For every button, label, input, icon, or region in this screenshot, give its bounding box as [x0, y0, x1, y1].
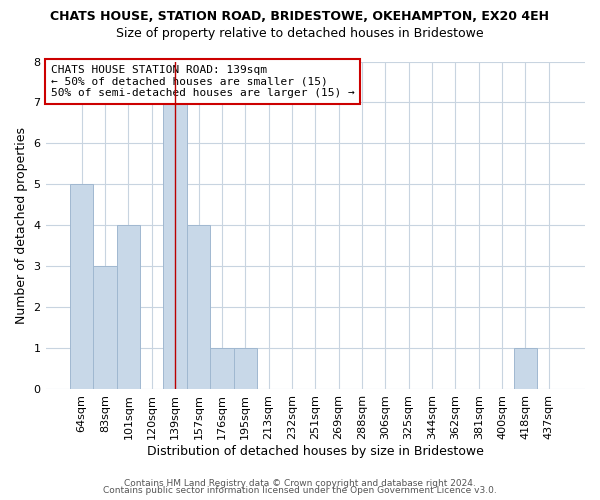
Text: CHATS HOUSE, STATION ROAD, BRIDESTOWE, OKEHAMPTON, EX20 4EH: CHATS HOUSE, STATION ROAD, BRIDESTOWE, O…: [50, 10, 550, 23]
Text: CHATS HOUSE STATION ROAD: 139sqm
← 50% of detached houses are smaller (15)
50% o: CHATS HOUSE STATION ROAD: 139sqm ← 50% o…: [51, 65, 355, 98]
Text: Size of property relative to detached houses in Bridestowe: Size of property relative to detached ho…: [116, 28, 484, 40]
Bar: [514, 348, 537, 389]
Y-axis label: Number of detached properties: Number of detached properties: [15, 126, 28, 324]
X-axis label: Distribution of detached houses by size in Bridestowe: Distribution of detached houses by size …: [147, 444, 484, 458]
Bar: [210, 348, 233, 389]
Bar: [94, 266, 117, 389]
Text: Contains public sector information licensed under the Open Government Licence v3: Contains public sector information licen…: [103, 486, 497, 495]
Bar: [70, 184, 94, 389]
Text: Contains HM Land Registry data © Crown copyright and database right 2024.: Contains HM Land Registry data © Crown c…: [124, 478, 476, 488]
Bar: [233, 348, 257, 389]
Bar: [117, 225, 140, 389]
Bar: [187, 225, 210, 389]
Bar: [163, 102, 187, 389]
